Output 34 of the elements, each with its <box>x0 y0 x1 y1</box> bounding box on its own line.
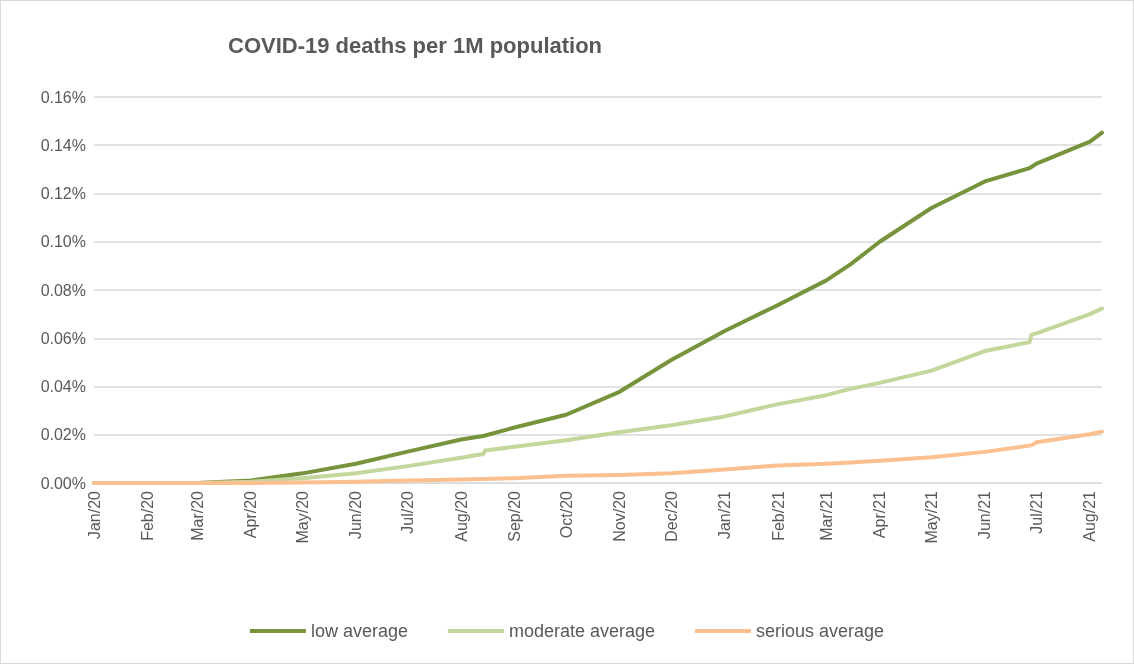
x-tick-label: Jun/20 <box>347 490 365 540</box>
y-tick-label: 0.12% <box>40 185 86 202</box>
y-tick-label: 0.14% <box>40 136 86 154</box>
x-tick-label: Aug/20 <box>452 490 470 542</box>
x-tick-label: Dec/20 <box>662 490 680 542</box>
legend-label: low average <box>310 621 408 641</box>
x-tick-label: Oct/20 <box>557 490 575 539</box>
x-tick-label: May/20 <box>293 490 311 544</box>
y-tick-label: 0.06% <box>40 329 86 347</box>
y-tick-label: 0.04% <box>40 378 86 395</box>
x-tick-label: Jan/21 <box>716 490 734 540</box>
x-tick-label: Jul/20 <box>399 490 417 534</box>
line-series <box>92 429 1104 485</box>
x-tick-label: Jun/21 <box>976 490 994 540</box>
legend-label: moderate average <box>508 621 656 641</box>
x-tick-label: Apr/20 <box>242 490 260 539</box>
chart-title: COVID-19 deaths per 1M population <box>228 32 603 58</box>
x-tick-label: Sep/20 <box>505 490 523 542</box>
y-tick-label: 0.02% <box>40 426 86 444</box>
y-tick-label: 0.08% <box>40 281 86 299</box>
y-tick-label: 0.16% <box>40 88 86 106</box>
x-tick-label: Jul/21 <box>1028 490 1046 534</box>
x-tick-label: Feb/21 <box>769 490 787 541</box>
x-tick-label: Mar/20 <box>188 490 206 541</box>
x-tick-label: May/21 <box>922 490 940 544</box>
x-tick-label: Apr/21 <box>871 490 889 539</box>
x-tick-label: Jan/20 <box>85 490 103 540</box>
x-tick-label: Aug/21 <box>1081 490 1099 542</box>
x-tick-label: Nov/20 <box>611 490 629 542</box>
y-tick-label: 0.10% <box>40 233 86 251</box>
y-tick-label: 0.00% <box>40 474 86 492</box>
x-tick-label: Feb/20 <box>138 490 156 541</box>
legend-label: serious average <box>756 621 885 641</box>
x-tick-label: Mar/21 <box>817 490 835 541</box>
